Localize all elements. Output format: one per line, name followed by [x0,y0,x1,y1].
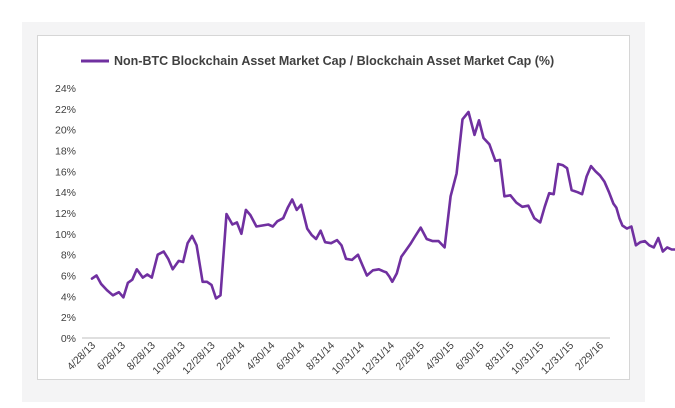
x-tick-label: 2/29/16 [573,340,606,373]
x-axis-ticks: 4/28/136/28/138/28/1310/28/1312/28/132/2… [65,340,606,377]
y-tick-label: 16% [55,166,76,178]
chart-card [37,35,630,380]
x-tick-label: 2/28/14 [214,340,247,373]
x-tick-label: 4/30/15 [423,340,456,373]
y-tick-label: 14% [55,187,76,199]
y-tick-label: 24% [55,83,76,95]
x-tick-label: 2/28/15 [394,340,427,373]
x-tick-label: 12/31/14 [360,340,397,377]
x-tick-label: 6/30/14 [274,340,307,373]
y-tick-label: 12% [55,208,76,220]
y-tick-label: 22% [55,104,76,116]
y-tick-label: 8% [61,250,76,262]
x-tick-label: 4/30/14 [244,340,277,373]
y-tick-label: 10% [55,229,76,241]
y-tick-label: 6% [61,271,76,283]
series-layer [90,110,675,300]
x-tick-label: 6/30/15 [453,340,486,373]
y-tick-label: 2% [61,312,76,324]
y-tick-label: 0% [61,333,76,345]
series-line [90,110,675,300]
y-axis-ticks: 0% 2% 4% 6% 8% 10% 12% 14% 16% 18% 20% 22% 24% [55,83,76,345]
y-tick-label: 4% [61,291,76,303]
x-tick-label: 12/31/15 [539,340,576,377]
x-tick-label: 6/28/13 [95,340,128,373]
x-tick-label: 12/28/13 [180,340,217,377]
legend: Non-BTC Blockchain Asset Market Cap / Bl… [81,54,554,68]
legend-label: Non-BTC Blockchain Asset Market Cap / Bl… [114,54,554,68]
y-tick-label: 20% [55,125,76,137]
y-tick-label: 18% [55,146,76,158]
